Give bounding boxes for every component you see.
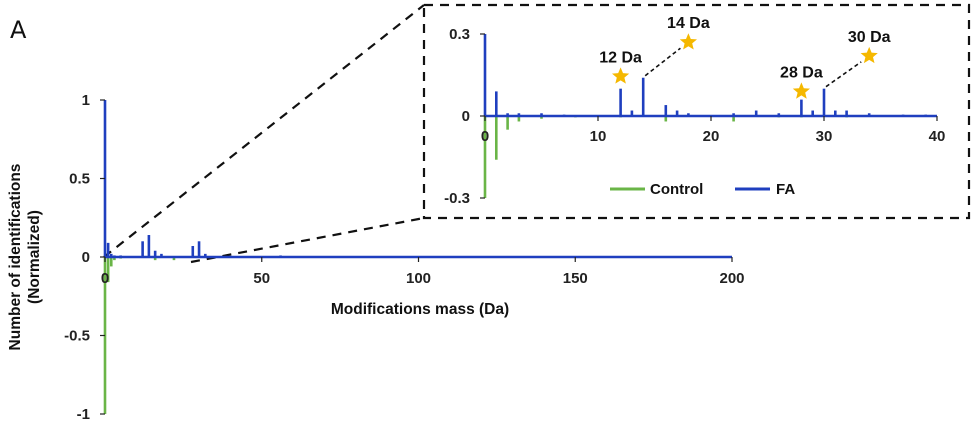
- inset-fa-bar: [777, 113, 781, 116]
- inset-fa-series: [483, 34, 927, 116]
- annotation-label: 14 Da: [667, 15, 710, 32]
- main-fa-bar: [109, 253, 113, 257]
- star-icon: [860, 46, 878, 64]
- inset-fa-bar: [811, 110, 814, 116]
- inset-fa-bar: [495, 91, 498, 116]
- main-fa-bar: [147, 235, 151, 257]
- inset-control-bar: [732, 116, 735, 122]
- inset-control-bar: [506, 116, 509, 130]
- main-control-bar: [113, 257, 116, 261]
- inset-control-bar: [483, 116, 487, 198]
- star-icon: [679, 33, 697, 50]
- annotation-label: 28 Da: [780, 64, 823, 81]
- main-x-tick-label: 50: [253, 270, 270, 287]
- inset-x-tick-label: 0: [481, 128, 489, 145]
- annotation-label: 30 Da: [848, 29, 891, 46]
- main-fa-series: [103, 100, 282, 257]
- main-x-tick-label: 0: [101, 270, 109, 287]
- inset-fa-bar: [483, 34, 487, 116]
- main-y-axis-label-line2: (Normalized): [26, 210, 43, 304]
- inset-x-tick-label: 30: [816, 128, 833, 145]
- inset-fa-bar: [664, 105, 668, 116]
- inset-y-tick-label: -0.3: [444, 190, 470, 207]
- inset-frame: [422, 3, 971, 220]
- main-fa-bar: [160, 253, 163, 257]
- annotation-leader-line: [644, 47, 681, 77]
- annotation-label: 12 Da: [599, 49, 642, 66]
- main-x-ticks: 0 50 100 150 200: [101, 257, 745, 287]
- legend-fa-label: FA: [776, 181, 795, 198]
- main-y-tick-label: -1: [77, 406, 90, 423]
- inset-fa-bar: [619, 88, 622, 116]
- inset-fa-bar: [540, 113, 543, 116]
- inset-fa-bar: [867, 113, 871, 116]
- inset-x-tick-label: 10: [590, 128, 607, 145]
- main-control-bar: [106, 257, 110, 283]
- inset-control-bar: [540, 116, 543, 119]
- inset-y-tick-label: 0.3: [449, 26, 470, 43]
- inset-x-tick-label: 40: [929, 128, 946, 145]
- main-fa-bar: [106, 242, 110, 257]
- inset-y-tick-label: 0: [462, 108, 470, 125]
- inset-x-tick-label: 20: [703, 128, 720, 145]
- zoom-connector-top: [103, 4, 425, 258]
- main-control-bar: [109, 257, 113, 267]
- main-chart: 0 50 100 150 200 10.50-0.5-1 Modifications m…: [7, 92, 745, 423]
- inset-control-bar: [517, 116, 521, 122]
- main-fa-bar: [197, 241, 201, 257]
- main-y-tick-label: 0: [82, 249, 90, 266]
- star-icon: [612, 67, 630, 84]
- inset-x-ticks: 0 10 20 30 40: [481, 116, 946, 145]
- inset-y-ticks: 0.3 0 -0.3: [444, 26, 485, 207]
- main-control-bar: [153, 257, 157, 261]
- main-y-tick-label: -0.5: [64, 328, 90, 345]
- inset-fa-bar: [630, 110, 634, 116]
- inset-control-bar: [495, 116, 498, 160]
- inset-annotations: 12 Da 14 Da 28 Da 30 Da: [599, 15, 891, 99]
- inset-fa-bar: [800, 99, 803, 116]
- main-fa-bar: [153, 250, 157, 257]
- main-y-tick-label: 1: [82, 92, 90, 109]
- inset-control-bar: [664, 116, 668, 122]
- inset-fa-bar: [834, 110, 837, 116]
- legend-control-label: Control: [650, 181, 703, 198]
- star-icon: [792, 82, 810, 99]
- main-control-bar: [172, 257, 176, 261]
- annotation-leader-line: [825, 61, 862, 88]
- legend: Control FA: [610, 181, 795, 198]
- inset-fa-bar: [822, 88, 826, 116]
- main-y-ticks: 1 0.5 0 -0.5 -1: [64, 92, 105, 423]
- zoom-connector-bottom: [190, 216, 425, 264]
- inset-fa-bar: [754, 110, 758, 116]
- inset-fa-bar: [732, 113, 735, 116]
- panel-label: A: [10, 16, 27, 44]
- main-control-series: [103, 257, 176, 414]
- main-y-tick-label: 0.5: [69, 171, 90, 188]
- main-x-tick-label: 150: [563, 270, 588, 287]
- inset-fa-bar: [641, 77, 645, 116]
- inset-fa-bar: [845, 110, 848, 116]
- main-fa-bar: [141, 241, 144, 257]
- main-x-tick-label: 100: [406, 270, 431, 287]
- inset-fa-bar: [687, 113, 690, 116]
- main-x-tick-label: 200: [719, 270, 744, 287]
- inset-fa-bar: [675, 110, 679, 116]
- main-fa-bar: [191, 246, 195, 257]
- main-x-axis-label: Modifications mass (Da): [331, 301, 509, 318]
- main-y-axis-label-line1: Number of identifications: [7, 164, 24, 351]
- inset-fa-bar: [517, 113, 521, 116]
- main-fa-bar: [204, 253, 207, 257]
- inset-fa-bar: [506, 113, 509, 116]
